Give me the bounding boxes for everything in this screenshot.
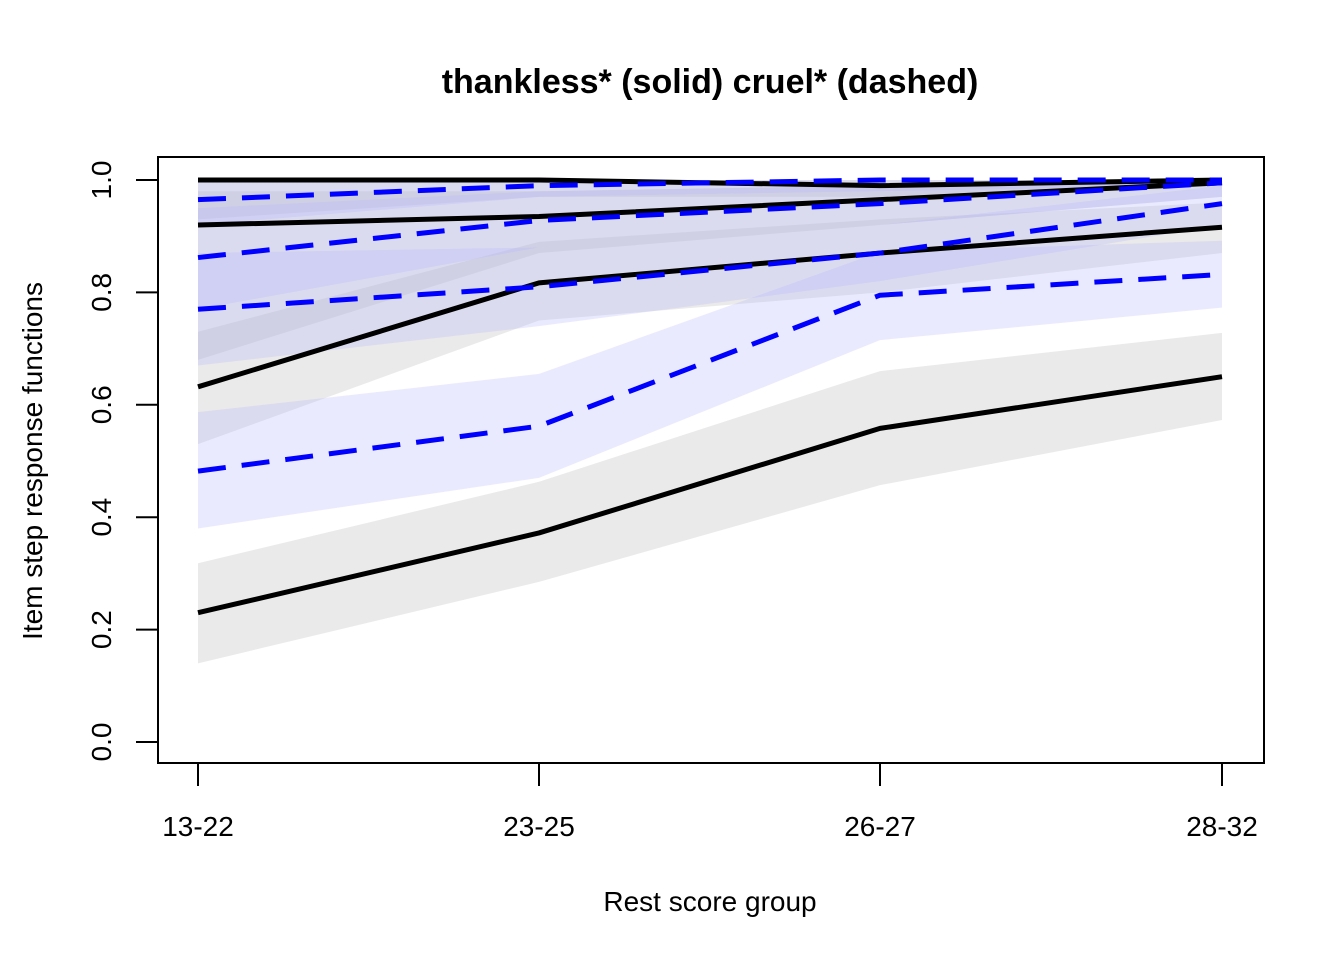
thankless-band-3 (198, 202, 1222, 445)
cruel-band-6 (198, 180, 1222, 310)
y-tick-label: 0.4 (86, 498, 117, 537)
chart-title: thankless* (solid) cruel* (dashed) (442, 63, 979, 101)
thankless-band-2 (198, 180, 1222, 360)
cruel-band-7 (198, 185, 1222, 366)
y-tick-label: 0.8 (86, 273, 117, 312)
series-lines (197, 177, 1223, 616)
confidence-bands (198, 180, 1222, 664)
y-axis: 0.0 0.2 0.4 0.6 0.8 1.0 (86, 161, 159, 762)
y-tick-label: 0.2 (86, 610, 117, 649)
cruel-band-5 (198, 180, 1222, 225)
x-axis: 13-22 23-25 26-27 28-32 (162, 762, 1258, 842)
y-tick-label: 0.6 (86, 385, 117, 424)
x-axis-label: Rest score group (603, 886, 816, 917)
cruel-line-6 (197, 180, 1223, 261)
x-tick-label: 13-22 (162, 811, 234, 842)
x-tick-label: 23-25 (503, 811, 575, 842)
cruel-line-8 (197, 271, 1223, 474)
y-tick-label: 1.0 (86, 161, 117, 200)
thankless-line-3 (197, 224, 1223, 390)
cruel-band-8 (198, 240, 1222, 529)
cruel-line-5 (197, 177, 1222, 203)
x-tick-label: 26-27 (844, 811, 916, 842)
thankless-band-1 (198, 180, 1222, 220)
thankless-line-4 (197, 374, 1223, 616)
y-axis-label: Item step response functions (17, 282, 48, 640)
cruel-line-7 (197, 201, 1223, 312)
x-tick-label: 28-32 (1186, 811, 1258, 842)
y-tick-label: 0.0 (86, 723, 117, 762)
